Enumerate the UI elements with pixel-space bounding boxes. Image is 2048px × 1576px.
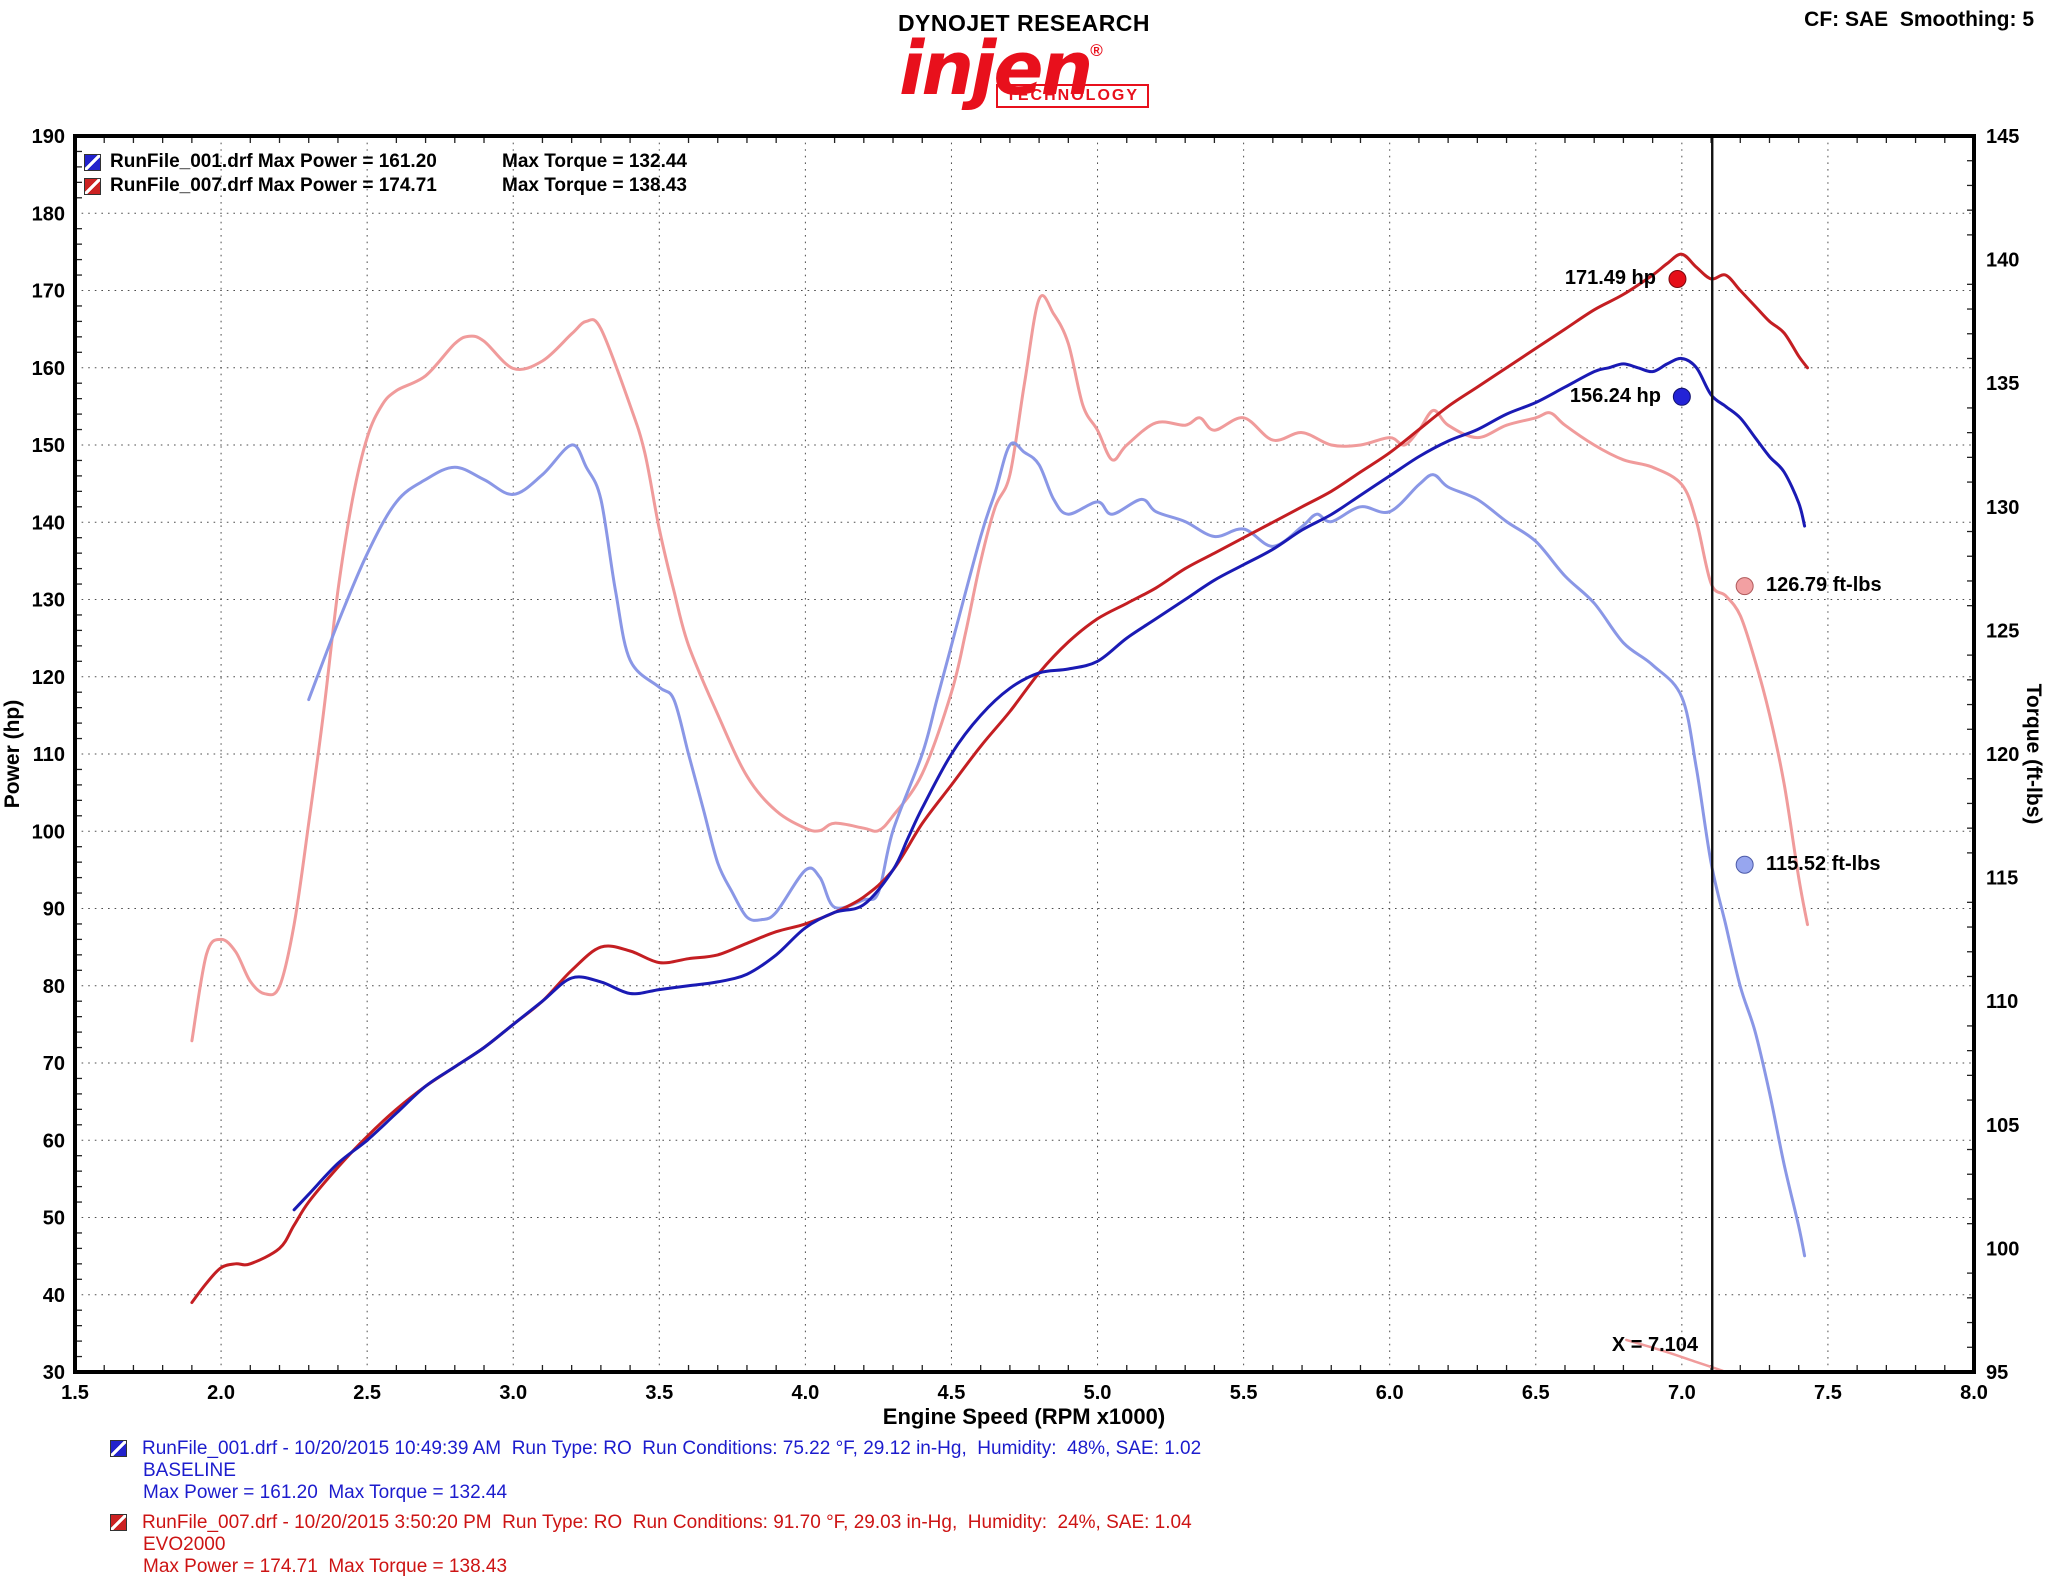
x-tick-label: 6.0 [1376,1382,1404,1404]
right-tick-label: 105 [1986,1115,2019,1137]
run007-title: EVO2000 [143,1534,226,1555]
right-tick-label: 135 [1986,373,2019,395]
left-tick-label: 100 [32,821,65,843]
left-tick-label: 180 [32,203,65,225]
run007-details: RunFile_007.drf - 10/20/2015 3:50:20 PM … [110,1512,1201,1576]
x-tick-label: 2.5 [353,1382,381,1404]
x-tick-label: 3.0 [499,1382,527,1404]
registered-mark-icon: ® [1090,41,1103,60]
left-tick-label: 50 [43,1208,65,1230]
right-tick-label: 140 [1986,250,2019,272]
x-tick-label: 3.5 [645,1382,673,1404]
run007-line1: RunFile_007.drf - 10/20/2015 3:50:20 PM … [110,1512,1201,1534]
right-axis-title: Torque (ft-lbs) [2022,683,2045,825]
annotation-torque-007: 126.79 ft-lbs [1766,574,1882,596]
x-tick-label: 4.0 [791,1382,819,1404]
run001-conditions: RunFile_001.drf - 10/20/2015 10:49:39 AM… [142,1438,1202,1459]
smoothing-settings-label: CF: SAE Smoothing: 5 [1804,8,2034,31]
run001-flag-icon-footer [110,1440,127,1457]
left-tick-label: 40 [43,1285,65,1307]
run-details-footer: RunFile_001.drf - 10/20/2015 10:49:39 AM… [110,1438,1201,1576]
legend-run001-label: RunFile_001.drf Max Power = 161.20 [110,151,437,172]
left-tick-label: 130 [32,590,65,612]
dyno-chart-svg: 30 40 50 60 70 80 90 100 110 120 130 140 150 160 170 18… [32,126,2020,1404]
right-tick-label: 100 [1986,1238,2019,1260]
run001-title: BASELINE [143,1460,236,1481]
run001-line1: RunFile_001.drf - 10/20/2015 10:49:39 AM… [110,1438,1201,1460]
right-tick-label: 115 [1986,868,2018,890]
cursor-x-label: X = 7.104 [1611,1334,1698,1356]
series-torque-007 [190,294,1809,1043]
left-tick-label: 90 [43,899,65,921]
legend-row-run001: RunFile_001.drf Max Power = 161.20 Max T… [84,150,687,174]
left-tick-label: 120 [32,667,65,689]
injen-logo: injen® TECHNOLOGY [899,32,1149,109]
run007-flag-icon [84,177,101,195]
left-tick-label: 190 [32,126,65,148]
run007-flag-icon-footer [110,1514,127,1531]
injen-logo-banner-text: TECHNOLOGY [996,84,1149,109]
legend-run001-torque: Max Torque = 132.44 [502,151,687,172]
plot-border [73,134,1976,1374]
power-001-at-cursor-dot [1672,387,1691,406]
legend-run007-label: RunFile_007.drf Max Power = 174.71 [110,175,437,196]
power-007-at-cursor-dot [1668,269,1687,288]
left-tick-label: 30 [43,1362,65,1384]
right-tick-label: 120 [1986,744,2019,766]
left-tick-label: 170 [32,281,65,303]
left-tick-label: 110 [33,744,65,766]
run007-maxvalues: Max Power = 174.71 Max Torque = 138.43 [143,1556,508,1576]
right-tick-label: 95 [1986,1362,2008,1384]
run-legend: RunFile_001.drf Max Power = 161.20 Max T… [84,150,687,198]
run001-flag-icon [84,153,101,171]
right-tick-label: 130 [1986,497,2019,519]
run001-maxvalues: Max Power = 161.20 Max Torque = 132.44 [143,1482,508,1503]
torque-007-at-cursor-dot [1735,577,1754,596]
x-tick-label: 1.5 [61,1382,89,1404]
x-axis-title: Engine Speed (RPM x1000) [882,1404,1166,1429]
left-tick-label: 140 [32,512,65,534]
series-power-007 [190,252,1809,1304]
left-tick-label: 70 [43,1053,65,1075]
x-tick-label: 2.0 [207,1382,235,1404]
right-tick-label: 125 [1986,620,2019,642]
x-tick-label: 7.0 [1668,1382,1696,1404]
left-tick-label: 150 [32,435,65,457]
series-torque-001 [307,441,1807,1258]
x-tick-label: 5.5 [1230,1382,1258,1404]
left-axis-title: Power (hp) [1,699,24,809]
legend-row-run007: RunFile_007.drf Max Power = 174.71 Max T… [84,174,687,198]
brand-title: DYNOJET RESEARCH [897,10,1151,36]
annotation-power-001: 156.24 hp [1569,385,1661,407]
left-tick-label: 60 [43,1130,65,1152]
annotation-power-007: 171.49 hp [1564,267,1656,289]
series-power-001 [292,356,1807,1212]
x-tick-label: 4.5 [938,1382,966,1404]
x-tick-label: 6.5 [1522,1382,1550,1404]
x-tick-label: 8.0 [1960,1382,1988,1404]
run001-details: RunFile_001.drf - 10/20/2015 10:49:39 AM… [110,1438,1201,1504]
right-tick-label: 110 [1986,991,2018,1013]
x-tick-label: 7.5 [1814,1382,1842,1404]
run007-conditions: RunFile_007.drf - 10/20/2015 3:50:20 PM … [142,1512,1192,1533]
left-tick-label: 160 [32,358,65,380]
injen-logo-banner: TECHNOLOGY [899,84,1149,109]
torque-001-at-cursor-dot [1735,855,1754,874]
right-tick-label: 145 [1986,126,2019,148]
left-tick-label: 80 [43,976,65,998]
legend-run007-torque: Max Torque = 138.43 [502,175,687,196]
x-tick-label: 5.0 [1084,1382,1112,1404]
annotation-torque-001: 115.52 ft-lbs [1766,853,1881,875]
